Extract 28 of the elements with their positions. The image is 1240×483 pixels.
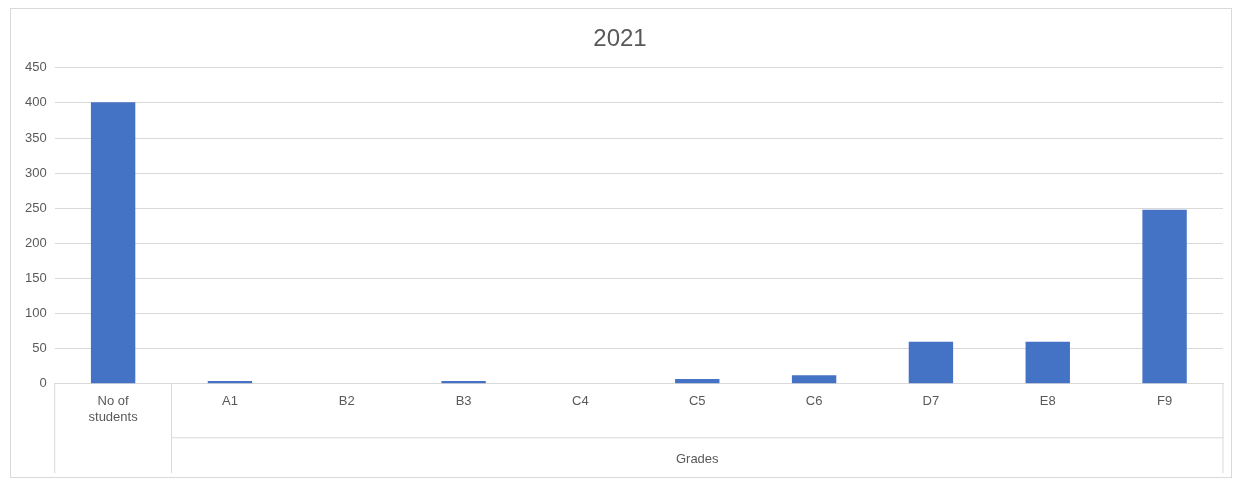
y-tick-label: 0 (39, 375, 47, 391)
chart-title: 2021 (593, 24, 647, 52)
x-tick-label: B3 (455, 393, 472, 409)
x-tick-label: B2 (338, 393, 355, 409)
x-tick-label: No of students (88, 393, 139, 424)
x-tick-label: C4 (572, 393, 589, 409)
x-axis-title: Grades (675, 451, 720, 467)
y-tick-label: 250 (24, 199, 47, 215)
bar (908, 341, 954, 384)
y-tick-label: 350 (24, 129, 47, 145)
y-tick-label: 300 (24, 164, 47, 180)
bar (1025, 341, 1070, 384)
bar (675, 378, 720, 384)
y-tick-label: 100 (24, 305, 47, 321)
bar (1142, 209, 1187, 384)
x-tick-label: E8 (1039, 393, 1056, 409)
bar (90, 102, 136, 384)
x-tick-label: D7 (922, 393, 940, 409)
y-tick-label: 50 (32, 340, 47, 356)
x-tick-label: C6 (805, 393, 823, 409)
y-tick-label: 400 (24, 94, 47, 110)
y-tick-label: 150 (24, 270, 47, 286)
x-tick-label: A1 (221, 393, 238, 409)
x-tick-label: F9 (1157, 393, 1173, 409)
bar (791, 375, 837, 384)
y-tick-label: 200 (24, 234, 47, 250)
x-tick-label: C5 (688, 393, 706, 409)
y-tick-label: 450 (24, 59, 47, 75)
